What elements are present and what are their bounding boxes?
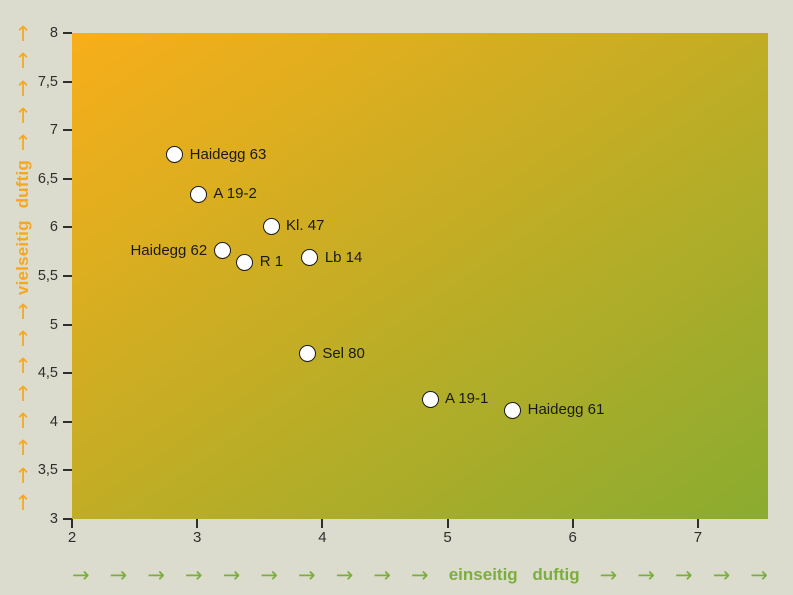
data-point-label: Kl. 47 [286,217,325,235]
y-tick-label: 5 [49,316,58,333]
up-arrow-icon: ↑ [14,76,32,101]
up-arrow-icon: ↑ [14,299,32,324]
x-axis-decoration: → → → → → → → → → → einseitig duftig → → → → → [72,561,768,589]
plot-area: Haidegg 63 A 19-2 Kl. 47 Haidegg 62 R 1 Lb 14… [72,33,768,519]
up-arrow-icon: ↑ [14,103,32,128]
data-point-label: R 1 [259,253,284,271]
data-point-marker [189,185,207,203]
x-tick-mark [696,519,699,528]
y-tick-mark [63,275,72,277]
y-tick-label: 5,5 [37,268,58,284]
y-tick-label: 4 [49,413,58,430]
x-tick-mark [196,519,199,528]
up-arrow-icon: ↑ [14,463,32,488]
y-tick-mark [63,420,72,423]
data-point-marker [236,253,254,271]
right-arrow-icon: → [185,562,203,587]
data-point-marker [298,345,316,363]
right-arrow-icon: → [298,562,316,587]
data-point-marker [301,249,319,267]
y-tick-mark [63,518,72,520]
up-arrow-icon: ↑ [14,49,32,74]
right-arrow-icon: → [147,562,165,587]
y-tick-label: 7,5 [37,73,58,90]
y-tick-mark [63,372,72,375]
up-arrow-icon: ↑ [14,381,32,406]
right-arrow-icon: → [109,562,128,587]
y-tick-mark [63,129,72,132]
y-tick-label: 3,5 [37,462,58,479]
up-arrow-icon: ↑ [14,409,32,434]
data-point-marker [213,242,231,260]
y-tick-mark [63,177,72,180]
y-tick-label: 6,5 [37,170,58,187]
right-arrow-icon: → [411,562,429,587]
x-tick-label: 7 [693,529,703,546]
y-tick-label: 3 [49,511,58,527]
up-arrow-icon: ↑ [14,436,32,461]
right-arrow-icon: → [637,562,655,587]
data-point-label: Haidegg 61 [527,401,605,419]
y-tick-mark [63,80,72,83]
data-point-marker [504,401,522,419]
y-tick-mark [63,323,72,326]
x-tick-label: 5 [443,529,452,546]
x-tick-label: 3 [193,529,202,546]
y-tick-mark [63,32,72,34]
y-tick-mark [63,469,72,472]
x-tick-label: 4 [318,529,327,546]
data-point-marker [166,146,184,163]
up-arrow-icon: ↑ [14,327,32,352]
x-axis-label: einseitig duftig [448,565,580,584]
right-arrow-icon: → [260,562,278,587]
data-point-label: Haidegg 63 [189,145,267,163]
y-tick-label: 7 [49,122,58,139]
up-arrow-icon: ↑ [14,490,32,515]
x-tick-mark [571,519,574,528]
right-arrow-icon: → [750,562,768,587]
x-tick-label: 2 [67,529,77,546]
data-point-marker [262,217,280,235]
x-tick-mark [321,519,324,528]
right-arrow-icon: → [712,562,731,587]
x-tick-mark [71,519,73,528]
right-arrow-icon: → [335,562,354,587]
data-point-label: Sel 80 [322,344,365,362]
data-point-label: A 19-1 [445,390,489,408]
data-point-label: Haidegg 62 [130,241,208,259]
right-arrow-icon: → [222,562,241,587]
up-arrow-icon: ↑ [14,131,32,156]
y-tick-mark [63,226,72,229]
right-arrow-icon: → [373,562,391,587]
right-arrow-icon: → [675,562,693,587]
data-point-label: A 19-2 [213,185,257,203]
right-arrow-icon: → [72,562,90,587]
data-point-label: Lb 14 [324,248,363,266]
x-tick-label: 6 [568,529,577,546]
y-tick-label: 6 [49,219,58,236]
x-tick-mark [446,519,449,528]
y-tick-label: 4,5 [37,365,58,382]
data-point-marker [421,390,439,408]
y-axis-decoration: ↑ ↑ ↑ ↑ ↑ vielseitig duftig ↑ ↑ ↑ ↑ ↑ ↑ ↑ ↑ [9,24,37,514]
right-arrow-icon: → [599,562,618,587]
y-tick-label: 8 [49,25,58,41]
up-arrow-icon: ↑ [14,354,32,379]
up-arrow-icon: ↑ [14,22,32,46]
